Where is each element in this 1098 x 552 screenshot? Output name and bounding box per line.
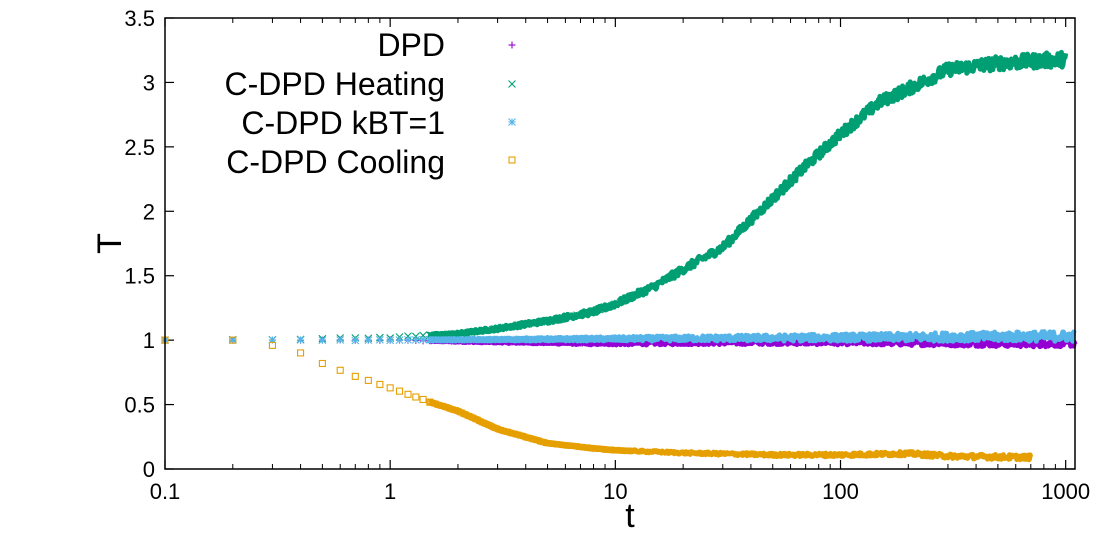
series-c-dpd-kbt-1 [161, 329, 1077, 345]
data-point [419, 335, 427, 344]
data-point [376, 380, 384, 388]
data-point [297, 349, 305, 357]
data-point [268, 341, 276, 349]
data-point [336, 366, 344, 374]
legend-label-dpd: DPD [377, 27, 445, 63]
data-point [318, 359, 326, 368]
data-point [508, 156, 516, 164]
y-tick-label: 0 [143, 457, 155, 482]
data-point [351, 372, 359, 380]
data-point [404, 332, 412, 341]
data-point [336, 336, 345, 344]
y-tick-label: 1.5 [124, 264, 155, 289]
data-point [318, 336, 327, 345]
x-tick-label: 0.1 [150, 479, 181, 504]
y-tick-label: 1 [143, 328, 155, 353]
y-tick-label: 2 [143, 199, 155, 224]
y-tick-label: 3 [143, 70, 155, 95]
series-c-dpd-cooling [161, 336, 1034, 463]
data-point [386, 384, 394, 392]
legend: DPD C-DPD Heating C-DPD kBT=1 C-DPD Cool… [224, 27, 516, 180]
data-point [412, 393, 420, 401]
data-point [375, 335, 384, 344]
data-point [364, 336, 373, 345]
x-axis-label: t [625, 497, 635, 535]
legend-label-heating: C-DPD Heating [224, 66, 445, 102]
series-band [428, 336, 1078, 350]
x-tick-label: 10 [603, 479, 627, 504]
x-tick-label: 1 [384, 479, 396, 504]
data-point [229, 336, 237, 344]
plot-frame [164, 17, 1076, 470]
data-point [508, 41, 516, 49]
data-point [228, 336, 237, 345]
data-point [386, 336, 395, 345]
series-band [427, 49, 1069, 339]
x-tick-label: 1000 [1041, 479, 1090, 504]
data-point [404, 390, 412, 398]
y-axis-label: T [91, 233, 129, 254]
data-point [419, 395, 427, 404]
x-tick-label: 100 [822, 479, 859, 504]
legend-label-kbt1: C-DPD kBT=1 [241, 105, 445, 141]
data-point [404, 336, 412, 344]
tick-labels: 0.1 1 10 100 1000 0 0.5 1 1.5 2 2.5 3 3.5 [124, 6, 1090, 504]
y-tick-label: 0.5 [124, 393, 155, 418]
data-point [296, 336, 305, 344]
y-tick-label: 3.5 [124, 6, 155, 31]
data-point [351, 336, 360, 345]
legend-label-cooling: C-DPD Cooling [226, 144, 445, 180]
data-point [411, 335, 420, 344]
series-layer [161, 49, 1078, 463]
data-point [364, 376, 372, 384]
series-band [428, 329, 1077, 344]
data-point [508, 118, 516, 126]
data-point [395, 387, 404, 395]
series-band [428, 399, 1034, 463]
y-tick-label: 2.5 [124, 135, 155, 160]
legend-markers [508, 41, 516, 164]
data-point [411, 332, 420, 341]
data-point [508, 80, 516, 88]
data-point [395, 336, 404, 344]
